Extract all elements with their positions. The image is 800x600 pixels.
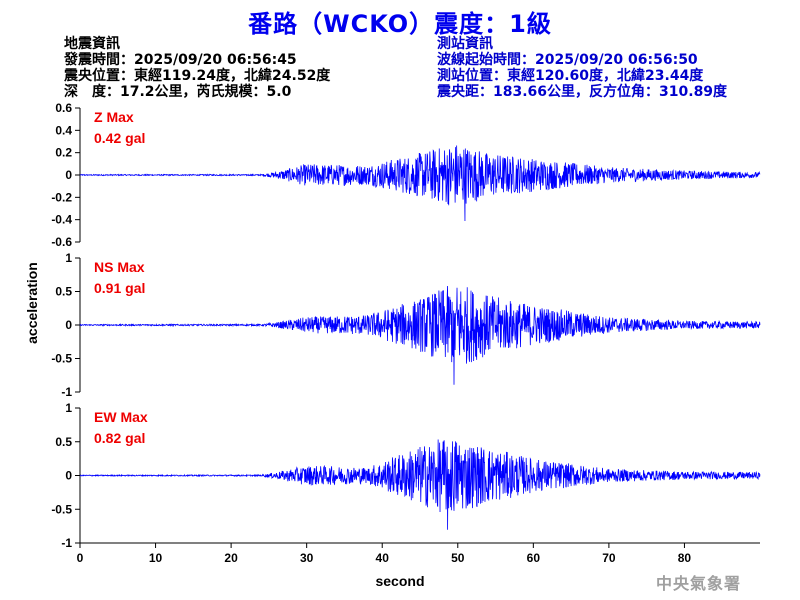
x-axis-label: second [375, 573, 424, 589]
y-tick-label: -1 [61, 385, 72, 399]
origin-time: 發震時間：2025/09/20 06:56:45 [64, 52, 297, 68]
y-tick-label: 0.5 [55, 435, 72, 449]
x-tick-label: 70 [602, 551, 616, 565]
x-tick-label: 60 [527, 551, 541, 565]
max-label-z: Z Max [94, 109, 134, 125]
max-value-z: 0.42 gal [94, 130, 145, 146]
waveform-ew [79, 439, 761, 530]
page-title: 番路（WCKO）震度：1級 [248, 10, 552, 38]
station-location: 測站位置：東經120.60度，北緯23.44度 [437, 68, 704, 84]
y-tick-label: 1 [65, 251, 72, 265]
y-tick-label: 0.5 [55, 285, 72, 299]
x-tick-label: 10 [149, 551, 163, 565]
earthquake-info: 地震資訊 發震時間：2025/09/20 06:56:45 震央位置：東經119… [64, 36, 330, 100]
y-tick-label: -0.2 [51, 190, 72, 204]
y-tick-label: -0.5 [51, 502, 72, 516]
y-tick-label: 0 [65, 469, 72, 483]
y-tick-label: 1 [65, 401, 72, 415]
y-axis-label: acceleration [24, 262, 40, 344]
x-tick-label: 20 [224, 551, 238, 565]
max-label-ns: NS Max [94, 259, 145, 275]
y-tick-label: 0 [65, 168, 72, 182]
y-tick-label: -0.6 [51, 235, 72, 249]
waveform-ns [79, 285, 761, 385]
agency-credit: 中央氣象署 [656, 574, 742, 593]
x-tick-label: 30 [300, 551, 314, 565]
epicenter-location: 震央位置：東經119.24度，北緯24.52度 [64, 68, 331, 84]
distance-azimuth: 震央距：183.66公里，反方位角：310.89度 [437, 84, 728, 100]
x-tick-label: 80 [678, 551, 692, 565]
y-tick-label: -0.5 [51, 352, 72, 366]
x-tick-label: 0 [77, 551, 84, 565]
earthquake-info-heading: 地震資訊 [64, 36, 120, 52]
wave-start-time: 波線起始時間：2025/09/20 06:56:50 [437, 52, 698, 68]
station-info: 測站資訊 波線起始時間：2025/09/20 06:56:50 測站位置：東經1… [437, 36, 727, 100]
y-tick-label: 0.2 [55, 146, 72, 160]
y-tick-label: 0.4 [55, 123, 72, 137]
x-tick-label: 40 [376, 551, 390, 565]
max-label-ew: EW Max [94, 409, 148, 425]
max-value-ew: 0.82 gal [94, 430, 145, 446]
max-value-ns: 0.91 gal [94, 280, 145, 296]
y-tick-label: 0.6 [55, 101, 72, 115]
y-tick-label: -0.4 [51, 213, 72, 227]
y-tick-label: 0 [65, 318, 72, 332]
depth-magnitude: 深 度：17.2公里，芮氏規模：5.0 [64, 84, 292, 100]
y-tick-label: -1 [61, 536, 72, 550]
x-tick-label: 50 [451, 551, 465, 565]
waveform-z [79, 145, 761, 221]
station-info-heading: 測站資訊 [437, 36, 493, 52]
